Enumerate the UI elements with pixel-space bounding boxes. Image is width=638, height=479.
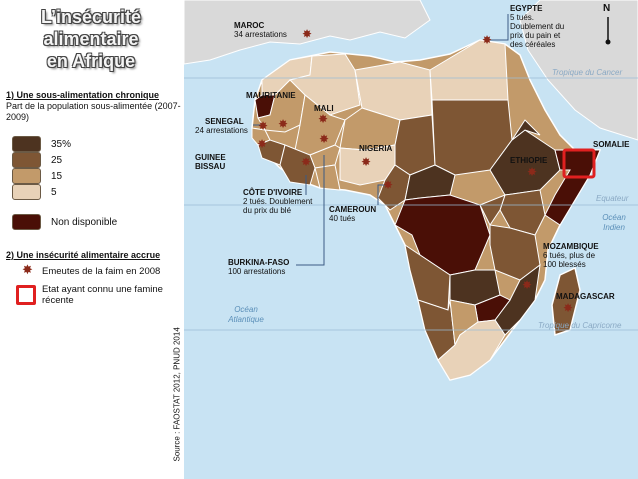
label-cameroun: CAMEROUN 40 tués (329, 205, 376, 223)
label-senegal-note: 24 arrestations (195, 126, 248, 135)
riot-star-guinee: ✸ (257, 137, 267, 151)
legend-label-na: Non disponible (51, 216, 118, 228)
label-cameroun-name: CAMEROUN (329, 205, 377, 214)
africa-map: ✸ ✸ ✸ ✸ ✸ ✸ ✸ ✸ ✸ ✸ ✸ ✸ ✸ (184, 0, 638, 479)
label-egypte-note: 5 tués. Doublement du prix du pain et de… (510, 13, 565, 49)
leader-cameroun (377, 184, 388, 205)
tropic-cancer-label: Tropique du Cancer (552, 68, 623, 77)
label-maroc-note: 34 arrestations (234, 30, 287, 39)
riot-star-egypte: ✸ (482, 33, 492, 47)
riot-star-cote: ✸ (301, 155, 311, 169)
label-cote: CÔTE D'IVOIRE 2 tués. Doublement du prix… (243, 188, 317, 215)
country-afrique-du-sud (437, 319, 506, 381)
riot-star-mauritanie: ✸ (278, 117, 288, 131)
riot-legend-label: Emeutes de la faim en 2008 (42, 266, 161, 277)
title-line-3: en Afrique (46, 51, 136, 71)
legend-row-35: 35% (12, 136, 71, 152)
riot-star-ethiopie: ✸ (527, 165, 537, 179)
north-arrow-dot (605, 39, 611, 45)
riot-star-mozambique: ✸ (522, 278, 532, 292)
label-senegal-name: SENEGAL (205, 117, 244, 126)
source-text: Source : FAOSTAT 2012, PNUD 2014 (172, 327, 182, 462)
country-ouganda (479, 194, 506, 226)
label-egypte: EGYPTE 5 tués. Doublement du prix du pai… (510, 4, 570, 49)
riot-star-senegal: ✸ (258, 119, 268, 133)
riot-stars: ✸ ✸ ✸ ✸ ✸ ✸ ✸ ✸ ✸ ✸ ✸ ✸ ✸ (257, 27, 573, 315)
section1-heading: 1) Une sous-alimentation chronique (6, 90, 160, 100)
label-guinee: GUINEE BISSAU (195, 153, 226, 171)
riot-star-cameroun: ✸ (383, 178, 393, 192)
label-madagascar: MADAGASCAR (556, 292, 615, 301)
europe-land (184, 0, 431, 65)
source-note: Source : FAOSTAT 2012, PNUD 2014 (170, 320, 184, 470)
label-burkina: BURKINA-FASO 100 arrestations (228, 258, 289, 276)
label-mozambique: MOZAMBIQUE 6 tués, plus de 100 blessés (543, 242, 603, 269)
riot-star-mali: ✸ (318, 112, 328, 126)
legend-row-15: 15 (12, 168, 62, 184)
label-maroc: MAROC 34 arrestations (234, 21, 287, 39)
ocean-atlantic-label: Océan Atlantique (228, 305, 264, 324)
label-mali: MALI (314, 104, 334, 113)
legend-label-15: 15 (51, 170, 63, 182)
label-mozambique-note: 6 tués, plus de 100 blessés (543, 251, 596, 269)
riot-star-madagascar: ✸ (563, 301, 573, 315)
leader-egypte (487, 14, 509, 41)
label-senegal: SENEGAL 24 arrestations (195, 117, 248, 135)
tropic-capricorn-label: Tropique du Capricorne (538, 321, 622, 330)
legend-swatch-na (12, 214, 41, 230)
label-cote-note: 2 tués. Doublement du prix du blé (243, 197, 313, 215)
legend-row-na: Non disponible (12, 214, 117, 230)
country-erythree (511, 119, 541, 141)
label-mauritanie: MAURITANIE (246, 91, 296, 100)
ocean-indian-label: Océan Indien (602, 213, 626, 232)
legend-swatch-25 (12, 152, 41, 168)
legend-swatch-5 (12, 184, 41, 200)
label-maroc-name: MAROC (234, 21, 265, 30)
label-nigeria: NIGERIA (359, 144, 393, 153)
north-label: N (603, 3, 611, 14)
label-cameroun-note: 40 tués (329, 214, 356, 223)
legend-label-25: 25 (51, 154, 63, 166)
title-line-2: alimentaire (43, 29, 139, 49)
page-title: L’insécurité alimentaire en Afrique (6, 6, 176, 72)
label-cote-name: CÔTE D'IVOIRE (243, 188, 303, 197)
section1-subtitle: Part de la population sous-alimentée (20… (6, 101, 181, 122)
equator-label: Equateur (596, 194, 629, 203)
title-line-1: L’insécurité (40, 7, 142, 27)
section2-heading: 2) Une insécurité alimentaire accrue (6, 250, 161, 260)
label-mozambique-name: MOZAMBIQUE (543, 242, 599, 251)
label-ethiopie: ETHIOPIE (510, 156, 548, 165)
label-burkina-name: BURKINA-FASO (228, 258, 290, 267)
riot-star-nigeria: ✸ (361, 155, 371, 169)
label-egypte-name: EGYPTE (510, 4, 543, 13)
riot-star-maroc: ✸ (302, 27, 312, 41)
famine-legend-icon (16, 285, 36, 305)
country-ghana (314, 164, 341, 191)
legend-row-5: 5 (12, 184, 57, 200)
riot-legend-icon: ✸ (22, 262, 33, 277)
legend-swatch-15 (12, 168, 41, 184)
famine-marker-somalie (562, 148, 596, 179)
label-somalie: SOMALIE (593, 140, 630, 149)
country-tchad (394, 114, 436, 176)
label-burkina-note: 100 arrestations (228, 267, 286, 276)
legend-label-5: 5 (51, 186, 57, 198)
famine-legend-label: Etat ayant connu une famine récente (42, 284, 163, 306)
legend-row-25: 25 (12, 152, 62, 168)
riot-star-burkina: ✸ (319, 132, 329, 146)
legend-swatch-35 (12, 136, 41, 152)
legend-label-35: 35% (51, 138, 72, 150)
leader-burkina (296, 155, 325, 266)
